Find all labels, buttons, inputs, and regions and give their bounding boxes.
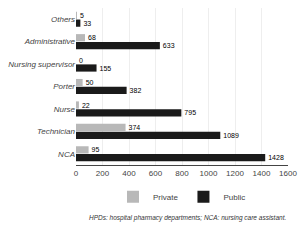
svg-text:NCA: NCA bbox=[58, 150, 75, 159]
svg-text:0: 0 bbox=[74, 169, 79, 178]
svg-text:Private: Private bbox=[153, 193, 178, 202]
svg-text:0: 0 bbox=[79, 57, 83, 64]
svg-text:95: 95 bbox=[92, 146, 100, 153]
svg-text:633: 633 bbox=[163, 42, 175, 49]
svg-text:Public: Public bbox=[223, 193, 245, 202]
svg-text:Administrative: Administrative bbox=[24, 37, 76, 46]
svg-text:1200: 1200 bbox=[226, 169, 244, 178]
svg-text:200: 200 bbox=[96, 169, 110, 178]
svg-text:50: 50 bbox=[86, 79, 94, 86]
svg-text:HPDs: hospital pharmacy depart: HPDs: hospital pharmacy departments; NCA… bbox=[89, 214, 286, 222]
svg-text:1400: 1400 bbox=[253, 169, 271, 178]
svg-text:5: 5 bbox=[80, 12, 84, 19]
svg-text:Nursing supervisor: Nursing supervisor bbox=[8, 60, 75, 69]
svg-text:Nurse: Nurse bbox=[54, 105, 76, 114]
svg-text:800: 800 bbox=[175, 169, 189, 178]
svg-text:22: 22 bbox=[82, 102, 90, 109]
svg-text:Others: Others bbox=[51, 15, 75, 24]
svg-text:382: 382 bbox=[130, 87, 142, 94]
svg-text:374: 374 bbox=[129, 124, 141, 131]
svg-text:795: 795 bbox=[184, 109, 196, 116]
svg-text:1000: 1000 bbox=[200, 169, 218, 178]
svg-text:33: 33 bbox=[83, 20, 91, 27]
svg-text:600: 600 bbox=[149, 169, 163, 178]
svg-text:400: 400 bbox=[122, 169, 136, 178]
svg-text:1600: 1600 bbox=[279, 169, 297, 178]
svg-text:68: 68 bbox=[88, 34, 96, 41]
svg-text:155: 155 bbox=[100, 65, 112, 72]
svg-text:Porter: Porter bbox=[53, 82, 75, 91]
svg-text:1089: 1089 bbox=[223, 132, 239, 139]
svg-text:Technician: Technician bbox=[37, 127, 76, 136]
svg-text:1428: 1428 bbox=[268, 154, 284, 161]
